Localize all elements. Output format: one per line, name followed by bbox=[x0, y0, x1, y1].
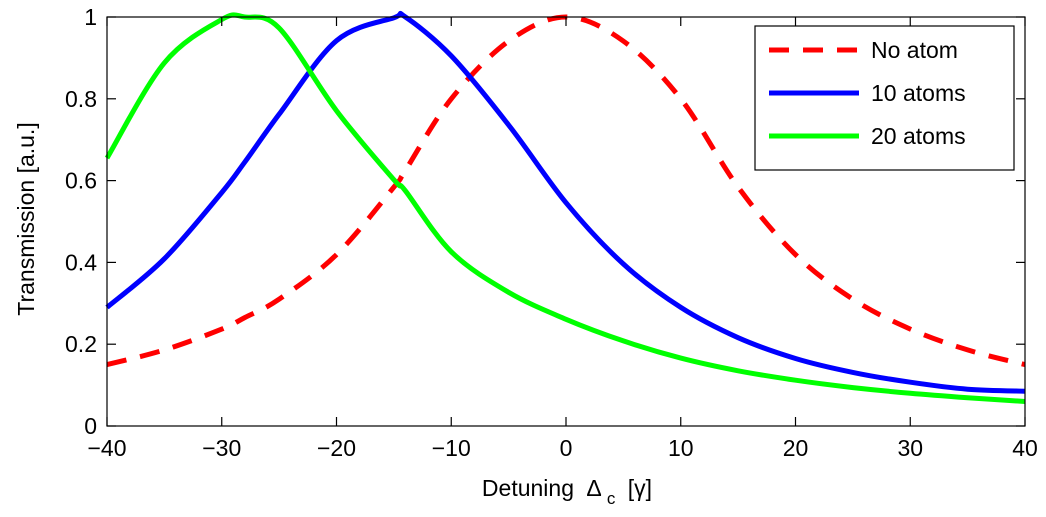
x-axis-label-symbol: Δ bbox=[586, 475, 601, 501]
x-tick-label: 20 bbox=[783, 435, 809, 461]
x-tick-label: 0 bbox=[560, 435, 573, 461]
x-axis-label-text: Detuning bbox=[482, 475, 574, 501]
y-tick-label: 0.6 bbox=[65, 168, 97, 194]
y-axis-label: Transmission [a.u.] bbox=[13, 122, 39, 315]
x-axis-label-subscript: c bbox=[607, 489, 616, 508]
y-tick-label: 0.4 bbox=[65, 249, 97, 275]
legend-label-2: 10 atoms bbox=[871, 80, 966, 106]
y-tick-label: 0.2 bbox=[65, 331, 97, 357]
legend-box bbox=[754, 25, 1015, 171]
x-tick-label: −40 bbox=[87, 435, 126, 461]
x-tick-label: 40 bbox=[1012, 435, 1038, 461]
legend-label-1: No atom bbox=[871, 37, 958, 63]
series-line-3 bbox=[104, 12, 1026, 404]
legend-label-3: 20 atoms bbox=[871, 123, 966, 149]
x-tick-label: −30 bbox=[202, 435, 241, 461]
y-tick-label: 0.8 bbox=[65, 86, 97, 112]
series-line-2 bbox=[105, 10, 1026, 394]
y-tick-label: 0 bbox=[84, 413, 97, 439]
x-axis-label-unit: [γ] bbox=[628, 475, 652, 501]
x-axis-label: Detuning Δ c [γ] bbox=[482, 475, 652, 509]
x-tick-label: 30 bbox=[897, 435, 923, 461]
y-tick-label: 1 bbox=[84, 4, 97, 30]
x-tick-label: −10 bbox=[432, 435, 471, 461]
series-line-1 bbox=[106, 14, 1026, 368]
x-tick-label: −20 bbox=[317, 435, 356, 461]
x-tick-label: 10 bbox=[668, 435, 694, 461]
